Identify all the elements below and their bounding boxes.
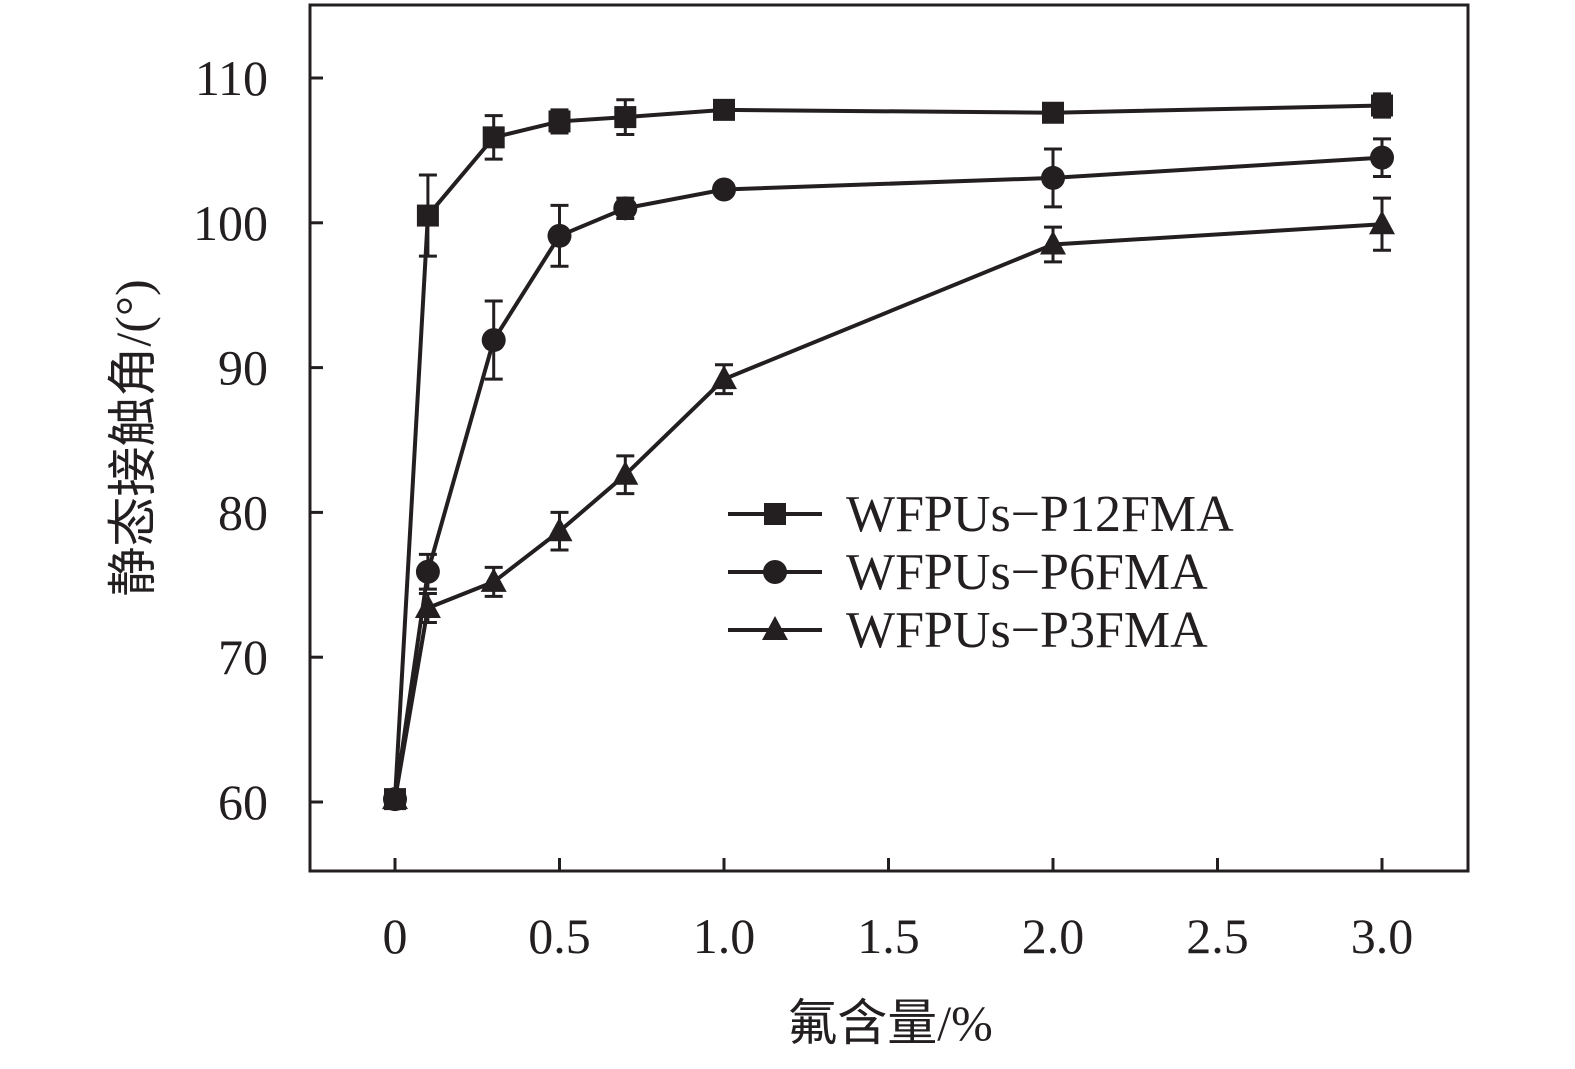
p3fma-marker <box>382 785 408 810</box>
legend-label-p3fma: WFPUs−P3FMA <box>846 602 1208 659</box>
x-tick-label: 0.5 <box>528 908 591 964</box>
x-axis-title: 氟含量/% <box>787 995 993 1051</box>
legend-item-p12fma: WFPUs−P12FMA <box>728 486 1234 543</box>
x-tick-label: 1.0 <box>693 908 756 964</box>
p6fma-marker <box>481 328 506 353</box>
p3fma-marker <box>546 517 573 542</box>
x-tick-label: 1.5 <box>857 908 920 964</box>
series-line-p3fma <box>393 222 1383 800</box>
series-layer <box>382 92 1395 812</box>
y-tick-label: 100 <box>193 195 268 251</box>
legend-p6fma-marker <box>763 560 787 584</box>
p3fma-marker <box>1040 230 1066 255</box>
legend-label-p12fma: WFPUs−P12FMA <box>846 486 1234 543</box>
legend-item-p3fma: WFPUs−P3FMA <box>728 602 1208 659</box>
p6fma-marker <box>415 559 440 584</box>
x-axis: 0 0.5 1.0 1.5 2.0 2.5 3.0 <box>383 858 1414 964</box>
p12fma-marker <box>614 106 637 129</box>
p6fma-marker <box>1041 165 1065 190</box>
p12fma-marker <box>548 110 571 133</box>
x-tick-label: 2.5 <box>1186 908 1249 964</box>
y-tick-label: 90 <box>218 340 268 396</box>
p6fma-marker <box>712 177 736 202</box>
legend-p12fma-marker <box>764 503 786 525</box>
p6fma-marker <box>547 223 572 248</box>
p6fma-marker <box>1370 145 1394 170</box>
x-tick-label: 0 <box>383 908 408 964</box>
series-p6fma <box>383 137 1394 812</box>
p12fma-marker <box>482 126 505 149</box>
p3fma-marker <box>711 365 737 390</box>
y-axis: 60 70 80 90 100 110 <box>193 50 323 830</box>
p3fma-marker <box>414 593 441 618</box>
y-tick-label: 80 <box>218 484 268 540</box>
legend-item-p6fma: WFPUs−P6FMA <box>728 544 1208 601</box>
series-p12fma <box>384 92 1393 811</box>
x-tick-label: 2.0 <box>1022 908 1085 964</box>
legend-p3fma-marker <box>762 616 788 640</box>
p12fma-marker <box>416 204 439 227</box>
p6fma-marker <box>613 196 638 221</box>
x-tick-label: 3.0 <box>1351 908 1414 964</box>
y-tick-label: 60 <box>218 774 268 830</box>
y-axis-title: 静态接触角/(°) <box>105 279 161 596</box>
p3fma-marker <box>480 567 507 592</box>
p12fma-marker <box>713 98 735 121</box>
series-p3fma <box>382 196 1395 810</box>
p12fma-marker <box>1042 101 1064 124</box>
p3fma-marker <box>612 460 639 485</box>
p3fma-marker <box>1369 210 1395 235</box>
p12fma-marker <box>1371 94 1393 117</box>
y-tick-label: 110 <box>195 50 268 106</box>
series-line-p6fma <box>393 155 1383 800</box>
legend-label-p6fma: WFPUs−P6FMA <box>846 544 1208 601</box>
y-tick-label: 70 <box>218 629 268 685</box>
series-line-p12fma <box>393 103 1383 800</box>
